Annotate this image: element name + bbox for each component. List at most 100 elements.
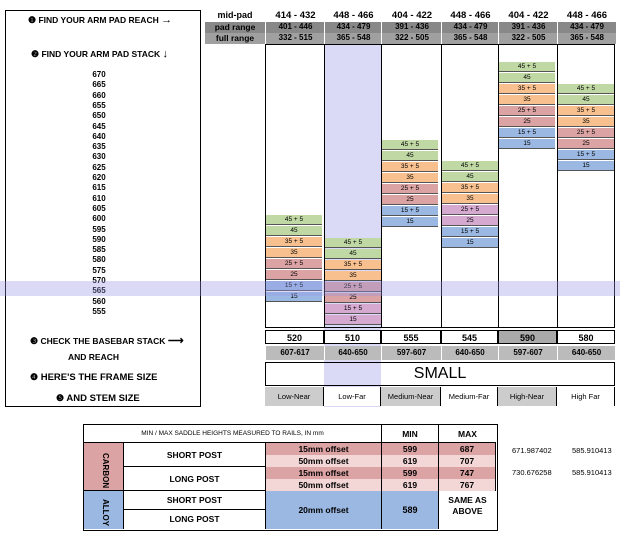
highlight-row (0, 281, 620, 296)
basebar-stack-2: 510 (324, 330, 381, 344)
frame-size: SMALL (265, 362, 615, 386)
basebar-reach-5: 597-607 (498, 346, 557, 360)
step-2: ❷ FIND YOUR ARM PAD STACK ↓ (31, 48, 169, 60)
stack-value: 655 (92, 100, 106, 110)
stack-value: 670 (92, 70, 106, 79)
stack-value: 560 (92, 296, 106, 306)
saddle-min-4: 619 (382, 479, 439, 491)
saddle-offset-2: 50mm offset (266, 455, 382, 467)
grid-divider (441, 44, 442, 328)
spacer-cell: 15 (382, 217, 438, 227)
spacer-cell: 15 + 5 (499, 128, 555, 138)
alloy-cell: ALLOY (84, 491, 124, 529)
carbon-short-post: SHORT POST (124, 443, 266, 467)
spacer-cell: 25 (558, 139, 614, 149)
spacer-cell: 45 + 5 (442, 161, 498, 171)
spacer-cell: 45 + 5 (499, 62, 555, 72)
basebar-reach-3: 597-607 (381, 346, 441, 360)
stem-4: Medium-Far (441, 387, 498, 406)
side-value-1b: 585.910413 (572, 446, 612, 455)
spacer-cell: 25 (325, 293, 381, 303)
basebar-stack-1: 520 (265, 330, 324, 344)
spacer-cell: 45 (382, 151, 438, 161)
spacer-cell: 45 + 5 (558, 84, 614, 94)
header-full-6: 365 - 548 (557, 33, 616, 44)
spacer-cell: 25 + 5 (442, 205, 498, 215)
spacer-cell: 45 (442, 172, 498, 182)
header-full-3: 322 - 505 (381, 33, 442, 44)
spacer-cell: 45 (266, 226, 322, 236)
stack-value: 565 (92, 286, 106, 296)
saddle-title: MIN / MAX SADDLE HEIGHTS MEASURED TO RAI… (84, 425, 382, 443)
spacer-grid (265, 44, 615, 328)
basebar-stack-3: 555 (381, 330, 441, 344)
stem-6: High Far (557, 387, 615, 406)
spacer-cell: 25 (382, 195, 438, 205)
saddle-table: MIN / MAX SADDLE HEIGHTS MEASURED TO RAI… (83, 424, 498, 531)
spacer-cell: 15 (442, 238, 498, 248)
saddle-min-1: 599 (382, 443, 439, 455)
spacer-cell: 35 (442, 194, 498, 204)
stack-value: 595 (92, 224, 106, 234)
stack-value: 600 (92, 214, 106, 224)
alloy-label: ALLOY (101, 499, 110, 527)
saddle-max-4: 767 (439, 479, 496, 491)
full-range-label: full range (205, 33, 265, 44)
step-5-label: AND STEM SIZE (66, 393, 140, 404)
spacer-cell: 35 + 5 (499, 84, 555, 94)
stem-5: High-Near (498, 387, 557, 406)
spacer-cell: 35 (382, 173, 438, 183)
spacer-cell: 25 (266, 270, 322, 280)
alloy-offset: 20mm offset (266, 491, 382, 529)
spacer-cell: 15 + 5 (442, 227, 498, 237)
arrow-right-icon: → (161, 14, 173, 26)
grid-divider (498, 44, 499, 328)
spacer-cell: 45 (325, 249, 381, 259)
header-pad-3: 391 - 436 (381, 22, 442, 33)
side-value-2b: 585.910413 (572, 468, 612, 477)
header-full-5: 322 - 505 (498, 33, 558, 44)
stack-value: 625 (92, 162, 106, 172)
carbon-label: CARBON (101, 453, 110, 489)
step-3: ❸ CHECK THE BASEBAR STACK ⟶ (30, 335, 184, 347)
stack-value: 575 (92, 265, 106, 275)
basebar-reach-2: 640-650 (324, 346, 381, 360)
header-full-4: 365 - 548 (441, 33, 499, 44)
spacer-cell: 35 + 5 (325, 260, 381, 270)
spacer-cell: 35 (499, 95, 555, 105)
header-full-2: 365 - 548 (324, 33, 382, 44)
steps-panel: ❶ FIND YOUR ARM PAD REACH → ❷ FIND YOUR … (5, 10, 201, 407)
spacer-cell: 15 + 5 (325, 304, 381, 314)
header-mid-1: 414 - 432 (265, 10, 325, 22)
spacer-cell: 45 + 5 (325, 238, 381, 248)
basebar-stack-5: 590 (498, 330, 557, 344)
step-1: ❶ FIND YOUR ARM PAD REACH → (28, 14, 173, 26)
stack-value: 580 (92, 255, 106, 265)
spacer-cell: 25 + 5 (558, 128, 614, 138)
spacer-cell: 45 + 5 (266, 215, 322, 225)
basebar-stack-6: 580 (557, 330, 615, 344)
step-1-label: FIND YOUR ARM PAD REACH (38, 15, 159, 25)
stack-value: 605 (92, 203, 106, 213)
stack-value: 660 (92, 90, 106, 100)
grid-divider (557, 44, 558, 328)
header-pad-2: 434 - 479 (324, 22, 382, 33)
stack-value: 620 (92, 173, 106, 182)
spacer-cell: 25 + 5 (499, 106, 555, 116)
stack-value: 635 (92, 142, 106, 152)
stack-value: 610 (92, 193, 106, 203)
header-pad-4: 434 - 479 (441, 22, 499, 33)
spacer-cell: 25 (442, 216, 498, 226)
saddle-max-2: 707 (439, 455, 496, 467)
mid-pad-label: mid-pad (217, 10, 253, 20)
step-5: ❺ AND STEM SIZE (56, 393, 140, 404)
spacer-cell: 25 + 5 (325, 282, 381, 292)
spacer-cell: 35 (558, 117, 614, 127)
step-3-label: CHECK THE BASEBAR STACK (40, 336, 166, 346)
spacer-cell: 15 (499, 139, 555, 149)
spacer-cell: 45 (499, 73, 555, 83)
spacer-cell: 15 (558, 161, 614, 171)
grid-divider (324, 44, 325, 328)
grid-divider (381, 44, 382, 328)
header-pad-1: 401 - 446 (265, 22, 325, 33)
